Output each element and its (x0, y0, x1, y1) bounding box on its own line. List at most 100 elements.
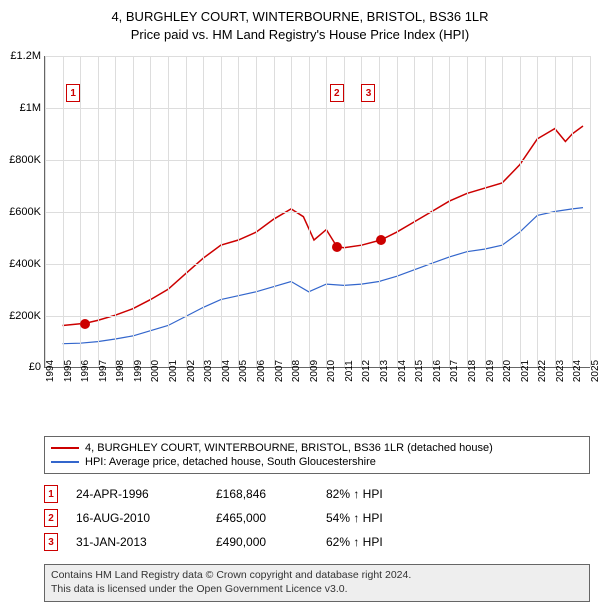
footer-line-1: Contains HM Land Registry data © Crown c… (51, 569, 583, 583)
gridline-v (344, 56, 345, 367)
x-axis-label: 2021 (520, 360, 531, 382)
gridline-v (537, 56, 538, 367)
transaction-badge: 3 (44, 533, 58, 551)
gridline-v (63, 56, 64, 367)
chart-container: 4, BURGHLEY COURT, WINTERBOURNE, BRISTOL… (0, 0, 600, 590)
gridline-h (45, 56, 590, 57)
series-property (63, 126, 583, 326)
gridline-h (45, 264, 590, 265)
x-axis-label: 1994 (45, 360, 56, 382)
plot-region: £0£200K£400K£600K£800K£1M£1.2M1994199519… (44, 56, 590, 368)
data-marker (332, 242, 342, 252)
legend-row: 4, BURGHLEY COURT, WINTERBOURNE, BRISTOL… (51, 441, 583, 455)
x-axis-label: 1996 (80, 360, 91, 382)
x-axis-label: 1998 (115, 360, 126, 382)
x-axis-label: 2018 (467, 360, 478, 382)
x-axis-label: 2013 (379, 360, 390, 382)
title-block: 4, BURGHLEY COURT, WINTERBOURNE, BRISTOL… (0, 0, 600, 48)
transaction-date: 31-JAN-2013 (76, 535, 216, 549)
x-axis-label: 2022 (537, 360, 548, 382)
gridline-v (309, 56, 310, 367)
transactions-block: 1 24-APR-1996 £168,846 82% ↑ HPI 2 16-AU… (44, 482, 590, 554)
x-axis-label: 2024 (572, 360, 583, 382)
gridline-v (274, 56, 275, 367)
x-axis-label: 2011 (344, 361, 355, 383)
gridline-v (98, 56, 99, 367)
chart-area: £0£200K£400K£600K£800K£1M£1.2M1994199519… (44, 56, 590, 396)
gridline-v (520, 56, 521, 367)
gridline-v (150, 56, 151, 367)
x-axis-label: 2019 (485, 360, 496, 382)
gridline-v (256, 56, 257, 367)
gridline-v (397, 56, 398, 367)
gridline-v (485, 56, 486, 367)
y-axis-label: £600K (9, 206, 41, 218)
gridline-v (115, 56, 116, 367)
gridline-v (449, 56, 450, 367)
y-axis-label: £1.2M (10, 50, 41, 62)
footer-box: Contains HM Land Registry data © Crown c… (44, 564, 590, 601)
transaction-row: 3 31-JAN-2013 £490,000 62% ↑ HPI (44, 530, 590, 554)
transaction-price: £465,000 (216, 511, 326, 525)
gridline-v (291, 56, 292, 367)
transaction-badge: 2 (44, 509, 58, 527)
transaction-price: £490,000 (216, 535, 326, 549)
x-axis-label: 2016 (432, 360, 443, 382)
gridline-v (238, 56, 239, 367)
series-hpi (63, 208, 583, 344)
x-axis-label: 2005 (238, 360, 249, 382)
legend-swatch (51, 447, 79, 449)
legend-swatch (51, 461, 79, 463)
gridline-v (467, 56, 468, 367)
transaction-pct: 82% ↑ HPI (326, 487, 383, 501)
gridline-v (590, 56, 591, 367)
x-axis-label: 1999 (133, 360, 144, 382)
transaction-pct: 54% ↑ HPI (326, 511, 383, 525)
gridline-v (555, 56, 556, 367)
y-axis-label: £800K (9, 154, 41, 166)
x-axis-label: 1997 (98, 360, 109, 382)
x-axis-label: 2006 (256, 360, 267, 382)
x-axis-label: 2009 (309, 360, 320, 382)
gridline-h (45, 160, 590, 161)
x-axis-label: 1995 (63, 360, 74, 382)
title-line-1: 4, BURGHLEY COURT, WINTERBOURNE, BRISTOL… (0, 8, 600, 26)
transaction-date: 16-AUG-2010 (76, 511, 216, 525)
gridline-h (45, 212, 590, 213)
transaction-row: 2 16-AUG-2010 £465,000 54% ↑ HPI (44, 506, 590, 530)
x-axis-label: 2017 (449, 360, 460, 382)
x-axis-label: 2008 (291, 360, 302, 382)
x-axis-label: 2014 (397, 360, 408, 382)
x-axis-label: 2023 (555, 360, 566, 382)
legend-label: 4, BURGHLEY COURT, WINTERBOURNE, BRISTOL… (85, 442, 493, 454)
callout-badge: 2 (330, 84, 344, 102)
x-axis-label: 2015 (414, 360, 425, 382)
transaction-date: 24-APR-1996 (76, 487, 216, 501)
title-line-2: Price paid vs. HM Land Registry's House … (0, 26, 600, 44)
transaction-badge: 1 (44, 485, 58, 503)
gridline-v (326, 56, 327, 367)
x-axis-label: 2012 (361, 360, 372, 382)
gridline-h (45, 108, 590, 109)
y-axis-label: £0 (29, 361, 41, 373)
gridline-v (186, 56, 187, 367)
gridline-v (432, 56, 433, 367)
data-marker (376, 235, 386, 245)
x-axis-label: 2007 (274, 360, 285, 382)
transaction-price: £168,846 (216, 487, 326, 501)
gridline-v (168, 56, 169, 367)
legend-box: 4, BURGHLEY COURT, WINTERBOURNE, BRISTOL… (44, 436, 590, 474)
gridline-v (414, 56, 415, 367)
x-axis-label: 2004 (221, 360, 232, 382)
x-axis-label: 2020 (502, 360, 513, 382)
callout-badge: 3 (361, 84, 375, 102)
x-axis-label: 2002 (186, 360, 197, 382)
gridline-v (572, 56, 573, 367)
legend-label: HPI: Average price, detached house, Sout… (85, 456, 376, 468)
y-axis-label: £1M (20, 102, 41, 114)
y-axis-label: £400K (9, 258, 41, 270)
x-axis-label: 2001 (168, 360, 179, 382)
x-axis-label: 2000 (150, 360, 161, 382)
gridline-v (203, 56, 204, 367)
x-axis-label: 2025 (590, 360, 600, 382)
